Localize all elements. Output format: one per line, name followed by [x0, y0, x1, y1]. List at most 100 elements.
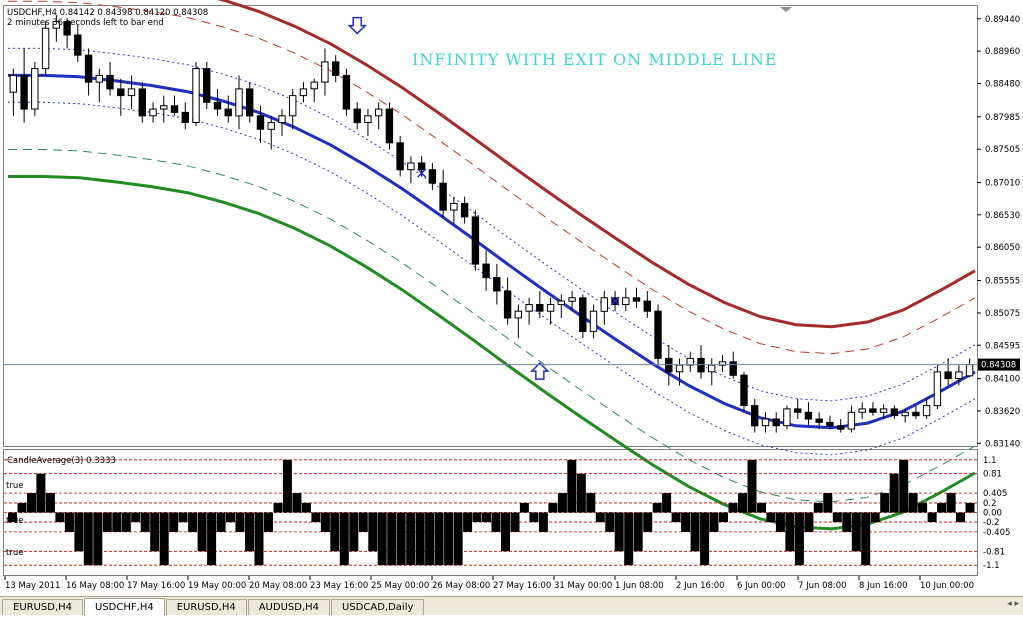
candle-body: [299, 88, 308, 97]
candle-body: [568, 297, 576, 302]
tab-scroll-arrows-icon[interactable]: ◂ ▸: [1007, 599, 1019, 609]
price-tick-label: 0.88960: [985, 47, 1020, 57]
candle: [514, 304, 522, 339]
candle-body: [450, 202, 458, 211]
candle: [407, 156, 415, 184]
time-tick-label: 7 Jun 08:00: [798, 581, 847, 591]
candle-body: [557, 300, 565, 306]
inner-lower-band: [8, 149, 976, 503]
tab-eurusd-h4[interactable]: EURUSD,H4: [2, 599, 84, 615]
indicator-bar: [8, 512, 17, 523]
candle-body: [63, 21, 71, 36]
candle-body: [912, 411, 920, 417]
candle: [160, 95, 168, 123]
candle: [503, 277, 512, 325]
band-lines: [8, 0, 976, 531]
candle-body: [847, 411, 856, 430]
candle: [9, 68, 18, 116]
indicator-bar: [235, 512, 245, 532]
indicator-bar: [937, 502, 947, 513]
indicator-bar: [681, 512, 691, 532]
indicator-bar: [264, 512, 273, 532]
time-tick-label: 20 May 08:00: [249, 581, 307, 591]
indicator-bar: [406, 512, 416, 566]
indicator-label: CandleAverage(3) 0.3333: [7, 456, 116, 466]
indicator-bar: [482, 512, 491, 523]
candle: [933, 365, 942, 409]
current-price-label: 0.84308: [981, 361, 1016, 371]
candle-body: [9, 74, 18, 93]
indicator-bar: [908, 493, 918, 513]
candle: [299, 82, 308, 103]
symbol-info: USDCHF,H4 0.84142 0.84398 0.84120 0.8430…: [7, 8, 208, 18]
indicator-bar: [434, 512, 444, 566]
candle: [267, 115, 275, 150]
tab-audusd-h4[interactable]: AUDUSD,H4: [247, 599, 331, 615]
indicator-bar: [207, 512, 217, 566]
candle-body: [622, 297, 630, 305]
time-axis: 13 May 2011 16 May 08:00 17 May 16:00 19 Ma…: [4, 576, 974, 591]
indicator-bar: [121, 512, 131, 532]
candle-body: [396, 142, 404, 171]
candle: [471, 210, 480, 271]
candle: [310, 78, 318, 103]
candle-body: [224, 108, 232, 117]
chart-background: [0, 0, 1023, 596]
candle-body: [246, 88, 254, 117]
candle-body: [342, 74, 351, 110]
candle-body: [364, 115, 372, 124]
candle-body: [375, 108, 383, 117]
candle-body: [321, 61, 329, 83]
candle-body: [95, 74, 103, 83]
price-tick-label: 0.85075: [985, 309, 1020, 319]
indicator-bar: [140, 512, 150, 532]
indicator-bar: [851, 512, 861, 552]
tab-usdchf-h4[interactable]: USDCHF,H4: [84, 598, 165, 616]
indicator-bar: [709, 512, 719, 532]
candle: [439, 169, 447, 217]
shift-triangle-icon[interactable]: [780, 7, 792, 12]
true-label-1: true: [6, 481, 23, 491]
indicator-bar: [719, 512, 728, 523]
candle-body: [632, 297, 641, 302]
candle-body: [751, 405, 759, 427]
tab-usdcad-daily[interactable]: USDCAD,Daily: [331, 599, 425, 615]
indicator-bar: [282, 459, 292, 513]
candle: [890, 405, 899, 420]
indicator-bar: [83, 512, 93, 566]
indicator-bar: [899, 459, 909, 513]
candle: [869, 402, 877, 416]
indicator-bar: [690, 512, 700, 552]
candle: [396, 136, 404, 177]
candle: [665, 344, 673, 386]
price-tick-label: 0.83140: [985, 439, 1020, 449]
candle: [708, 358, 716, 386]
candle: [783, 405, 791, 430]
candle: [536, 291, 544, 318]
indicator-bar: [794, 512, 804, 566]
candle: [74, 24, 82, 62]
candle-body: [643, 300, 651, 312]
candle: [922, 398, 931, 420]
time-tick-label: 19 May 00:00: [188, 581, 246, 591]
outer-lower-band: [8, 175, 976, 531]
candle-body: [933, 371, 942, 407]
candle-body: [41, 27, 50, 70]
true-label-2: true: [6, 516, 23, 526]
candle: [493, 264, 501, 305]
candle: [600, 291, 608, 325]
tab-eurusd-h4-2[interactable]: EURUSD,H4: [165, 599, 247, 615]
candle-body: [869, 408, 877, 413]
candle: [557, 294, 565, 318]
candle: [138, 82, 147, 123]
candle-body: [192, 68, 200, 123]
candle: [826, 415, 834, 430]
indicator-bar: [425, 512, 435, 566]
candle: [901, 408, 909, 423]
indicator-bar: [491, 512, 501, 532]
indicator-bar: [965, 502, 975, 513]
time-tick-label: 25 May 00:00: [371, 581, 429, 591]
candle-body: [697, 357, 705, 373]
candle: [568, 291, 576, 312]
